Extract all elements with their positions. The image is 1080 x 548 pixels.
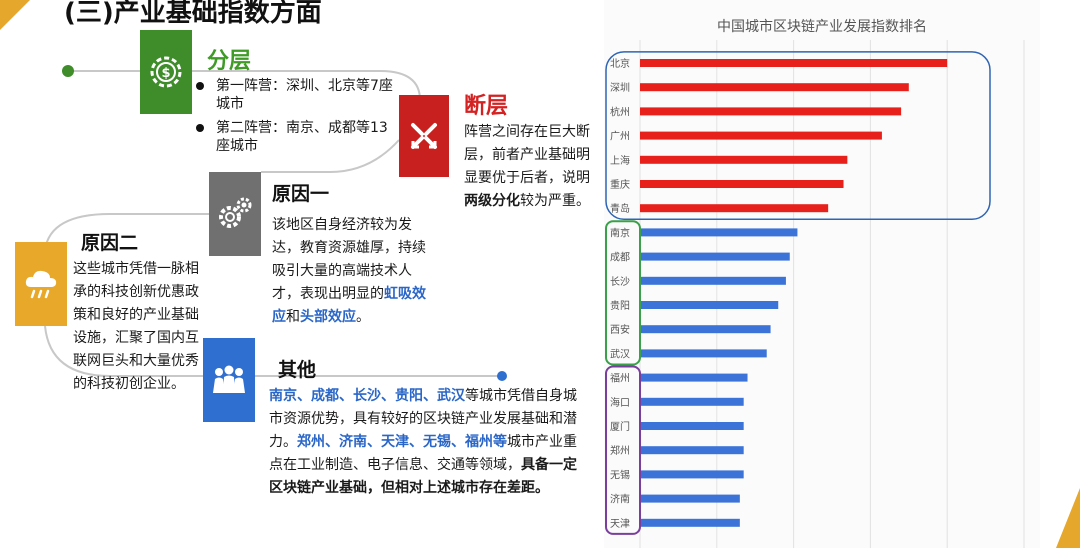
bar-成都: [640, 252, 790, 261]
category-label: 武汉: [610, 347, 630, 360]
other-text-part: 等城市凭借自身城市资源优势，具有较好的区块链产业发展基础和潜力。: [269, 388, 577, 450]
other-text-part: 城市产业重点在工业制造、电子信息、交通等领域，: [269, 434, 577, 473]
bar-广州: [640, 131, 882, 140]
category-label: 贵阳: [610, 299, 630, 312]
reason1-text-part: 。: [356, 309, 370, 325]
category-label: 青岛: [610, 202, 630, 215]
bar-海口: [640, 397, 744, 406]
other-highlight: 郑州、济南、天津、无锡、福州等: [297, 434, 507, 450]
timeline-dot: [62, 65, 74, 77]
bar-北京: [640, 59, 948, 67]
bar-重庆: [640, 180, 844, 188]
bar-武汉: [640, 349, 767, 358]
bar-杭州: [640, 107, 902, 116]
bar-天津: [640, 518, 740, 527]
category-label: 厦门: [610, 420, 630, 433]
category-label: 无锡: [610, 468, 630, 481]
bar-南京: [640, 228, 798, 237]
reason2-icon-box: [15, 242, 67, 326]
bar-无锡: [640, 470, 744, 479]
bar-深圳: [640, 83, 909, 92]
reason1-text: 该地区自身经济较为发达，教育资源雄厚，持续吸引大量的高端技术人才，表现出明显的虹…: [272, 214, 437, 329]
category-label: 福州: [610, 372, 630, 385]
group-outline-2: [605, 220, 641, 366]
bar-厦门: [640, 422, 744, 430]
reason1-text-part: 和: [286, 309, 300, 325]
people-icon: [213, 365, 245, 393]
category-label: 杭州: [610, 105, 630, 118]
category-label: 广州: [610, 131, 630, 143]
tier-list: 第一阵营：深圳、北京等7座城市 第二阵营：南京、成都等13座城市: [196, 77, 394, 161]
category-label: 西安: [610, 323, 630, 336]
reason1-highlight: 头部效应: [300, 309, 356, 325]
group-outline-1: [605, 51, 991, 221]
duanceng-text-part: 较为严重。: [520, 193, 590, 209]
duanceng-emphasis: 两级分化: [464, 193, 520, 209]
gears-icon: [219, 197, 252, 228]
bar-福州: [640, 373, 748, 382]
tier-item-2: 第二阵营：南京、成都等13座城市: [196, 119, 394, 155]
reason1-icon-box: [209, 172, 261, 256]
duanceng-text-part: 阵营之间存在巨大断层，前者产业基础明显要优于后者，说明: [464, 124, 590, 186]
category-label: 上海: [610, 154, 630, 167]
category-label: 济南: [610, 493, 630, 506]
category-label: 天津: [610, 518, 630, 530]
category-label: 成都: [610, 252, 630, 264]
duanceng-heading: 断层: [464, 94, 509, 119]
connector-curves: [44, 65, 507, 381]
bar-西安: [640, 325, 771, 334]
cloud-rain-icon: [25, 270, 57, 299]
bar-济南: [640, 494, 740, 503]
bar-青岛: [640, 204, 829, 213]
tier-item-1: 第一阵营：深圳、北京等7座城市: [196, 77, 394, 113]
other-icon-box: [203, 338, 255, 422]
bar-长沙: [640, 276, 786, 285]
reason2-text: 这些城市凭借一脉相承的科技创新优惠政策和良好的产业基础设施，汇聚了国内互联网巨头…: [73, 261, 199, 392]
corner-decoration: [1056, 488, 1080, 548]
reason1-text-part: 该地区自身经济较为发达，教育资源雄厚，持续吸引大量的高端技术人才，表现出明显的: [272, 217, 426, 302]
category-label: 重庆: [610, 178, 630, 191]
bar-上海: [640, 155, 848, 164]
category-label: 长沙: [610, 276, 630, 288]
corner-decoration: [0, 0, 30, 30]
other-emphasis: 具备一定区块链产业基础，但相对上述城市存在差距。: [269, 457, 577, 496]
category-label: 郑州: [610, 444, 630, 457]
bar-贵阳: [640, 301, 779, 309]
page-title: (三)产业基础指数方面: [64, 0, 322, 28]
category-label: 北京: [610, 57, 630, 70]
bar-郑州: [640, 446, 744, 455]
category-label: 南京: [610, 226, 630, 239]
other-text: 南京、成都、长沙、贵阳、武汉等城市凭借自身城市资源优势，具有较好的区块链产业发展…: [269, 385, 589, 500]
fenceng-heading: 分层: [207, 49, 252, 74]
other-heading: 其他: [278, 359, 317, 381]
reason2-heading: 原因二: [81, 232, 139, 254]
group-outline-3: [605, 365, 641, 535]
category-label: 深圳: [610, 82, 630, 94]
duanceng-icon-box: [399, 95, 449, 177]
other-highlight: 南京、成都、长沙、贵阳、武汉: [269, 388, 465, 404]
fenceng-icon-box: $: [140, 30, 192, 114]
svg-text:$: $: [161, 66, 170, 81]
broken-arrows-icon: [411, 123, 437, 149]
chart-title: 中国城市区块链产业发展指数排名: [717, 19, 927, 35]
reason1-highlight: 虹吸效应: [272, 286, 426, 325]
chart-panel: [604, 0, 1040, 548]
reason1-heading: 原因一: [272, 183, 330, 205]
category-label: 海口: [610, 396, 630, 409]
timeline-dot: [497, 371, 507, 381]
dollar-gear-icon: $: [150, 56, 182, 88]
duanceng-text: 阵营之间存在巨大断层，前者产业基础明显要优于后者，说明两级分化较为严重。: [464, 121, 596, 213]
